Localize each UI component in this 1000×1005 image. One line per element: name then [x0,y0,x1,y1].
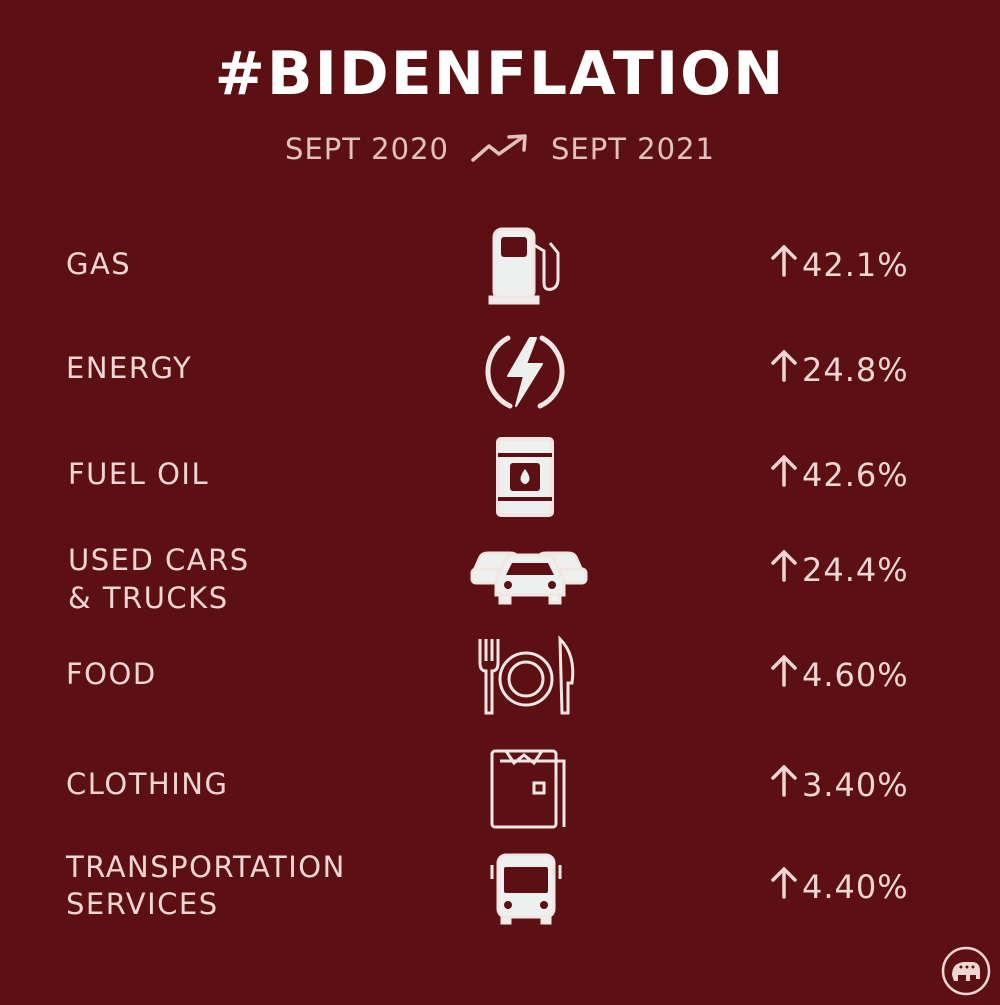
cars-icon [470,525,588,625]
item-value-text: 4.60% [802,655,909,694]
lightning-icon [470,320,580,420]
item-value: 3.40% [770,763,909,806]
item-value: 24.4% [770,548,909,591]
item-value-text: 24.4% [802,550,909,589]
up-arrow-icon [770,653,798,696]
row-fuel-oil: FUEL OIL 42.6% [0,425,1000,525]
elephant-logo-icon [940,945,992,997]
item-label: USED CARS [68,543,250,577]
up-arrow-icon [770,348,798,391]
item-label: TRANSPORTATION [66,850,346,884]
item-value: 42.6% [770,453,909,496]
up-arrow-icon [770,243,798,286]
item-value-text: 42.6% [802,455,909,494]
date-range: SEPT 2020 SEPT 2021 [0,132,1000,166]
gas-pump-icon [470,215,580,315]
date-from: SEPT 2020 [285,132,449,166]
row-gas: GAS 42.1% [0,215,1000,315]
item-label-line2: & TRUCKS [68,581,229,615]
date-to: SEPT 2021 [551,132,715,166]
row-transportation: TRANSPORTATION SERVICES 4.40% [0,835,1000,935]
bus-icon [470,835,580,935]
item-label: CLOTHING [66,767,229,801]
fork-plate-knife-icon [470,625,585,725]
item-label: GAS [66,247,132,281]
shirt-icon [470,737,580,837]
up-arrow-icon [770,865,798,908]
item-value-text: 4.40% [802,867,909,906]
item-label: FUEL OIL [68,457,210,491]
trending-up-icon [469,132,531,166]
item-label-line2: SERVICES [66,887,219,921]
item-value: 42.1% [770,243,909,286]
row-used-cars: USED CARS & TRUCKS 24.4% [0,525,1000,625]
item-value-text: 24.8% [802,350,909,389]
page-title: #BIDENFLATION [214,39,786,109]
item-value-text: 3.40% [802,765,909,804]
item-value: 24.8% [770,348,909,391]
oil-barrel-icon [470,425,580,525]
item-value: 4.60% [770,653,909,696]
up-arrow-icon [770,453,798,496]
up-arrow-icon [770,763,798,806]
item-value-text: 42.1% [802,245,909,284]
row-clothing: CLOTHING 3.40% [0,737,1000,837]
row-energy: ENERGY 24.8% [0,320,1000,420]
item-label: ENERGY [66,351,193,385]
item-label: FOOD [66,657,157,691]
item-value: 4.40% [770,865,909,908]
row-food: FOOD 4.60% [0,625,1000,725]
up-arrow-icon [770,548,798,591]
